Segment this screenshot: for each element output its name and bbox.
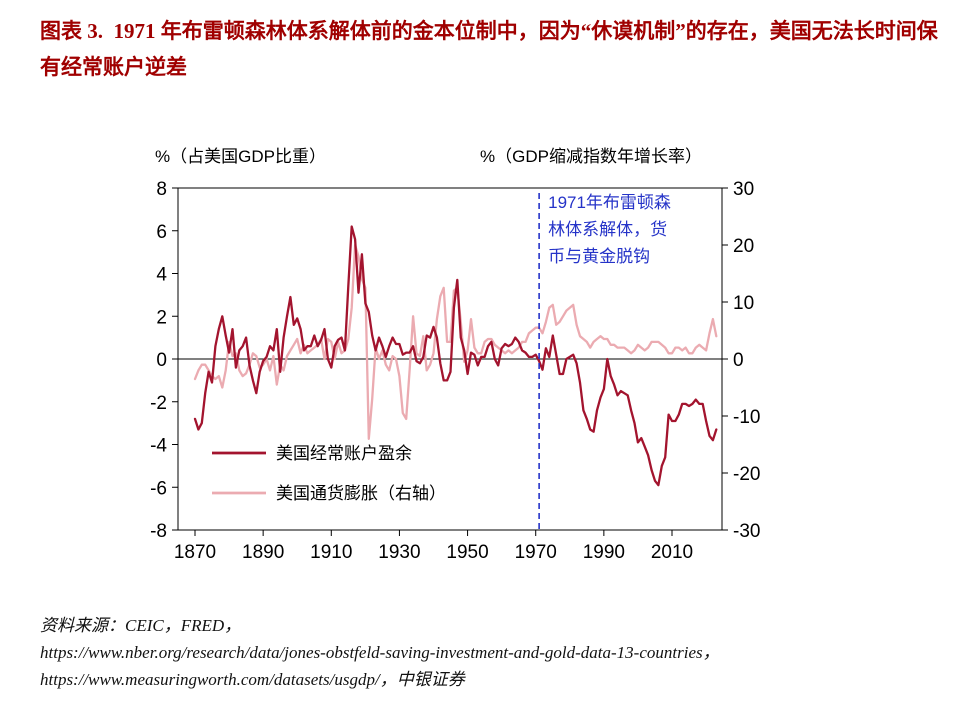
bretton-woods-annotation-line-1: 1971年布雷顿森 [548, 193, 671, 212]
left-axis-tick-label: 4 [156, 265, 167, 286]
chart: %（占美国GDP比重） %（GDP缩减指数年增长率）86420-2-4-6-830… [150, 147, 760, 563]
bretton-woods-annotation-line-2: 林体系解体，货 [548, 220, 667, 239]
source-line-2: https://www.nber.org/research/data/jones… [40, 643, 720, 663]
left-axis-tick-label: 6 [156, 222, 167, 243]
x-axis-tick-label: 1930 [378, 542, 420, 563]
right-axis-tick-label: 30 [733, 179, 754, 200]
x-axis-tick-label: 1950 [446, 542, 488, 563]
right-axis-tick-label: 20 [733, 236, 754, 257]
left-axis-tick-label: -8 [150, 521, 167, 542]
left-axis-tick-label: -6 [150, 478, 167, 499]
x-axis-tick-label: 2010 [651, 542, 693, 563]
bretton-woods-annotation-line-3: 币与黄金脱钩 [548, 247, 650, 266]
right-axis-tick-label: -10 [733, 407, 760, 428]
right-axis-tick-label: -30 [733, 521, 760, 542]
left-axis-tick-label: -4 [150, 436, 167, 457]
left-axis-title: %（占美国GDP比重） [155, 147, 326, 166]
x-axis-tick-label: 1870 [174, 542, 216, 563]
x-axis-tick-label: 1990 [583, 542, 625, 563]
right-axis-tick-label: 10 [733, 293, 754, 314]
figure-title: 图表 3. 1971 年布雷顿森林体系解体前的金本位制中，因为“休谟机制”的存在… [40, 19, 938, 79]
right-axis-tick-label: -20 [733, 464, 760, 485]
source-line-1: 资料来源：CEIC，FRED， [40, 616, 242, 635]
series-line-current-account [193, 225, 718, 487]
left-axis-tick-label: 2 [156, 307, 167, 328]
left-axis-tick-label: 0 [156, 350, 167, 371]
left-axis-tick-label: 8 [156, 179, 167, 200]
legend-label-current-account: 美国经常账户盈余 [276, 444, 412, 463]
x-axis-tick-label: 1890 [242, 542, 284, 563]
x-axis-tick-label: 1910 [310, 542, 352, 563]
legend-label-inflation: 美国通货膨胀（右轴） [276, 484, 446, 503]
series-line-inflation [193, 243, 718, 440]
source-line-3: https://www.measuringworth.com/datasets/… [40, 670, 465, 690]
right-axis-title: %（GDP缩减指数年增长率） [480, 147, 702, 166]
source-note: 资料来源：CEIC，FRED， https://www.nber.org/res… [40, 612, 940, 694]
right-axis-tick-label: 0 [733, 350, 744, 371]
x-axis-tick-label: 1970 [515, 542, 557, 563]
left-axis-tick-label: -2 [150, 393, 167, 414]
